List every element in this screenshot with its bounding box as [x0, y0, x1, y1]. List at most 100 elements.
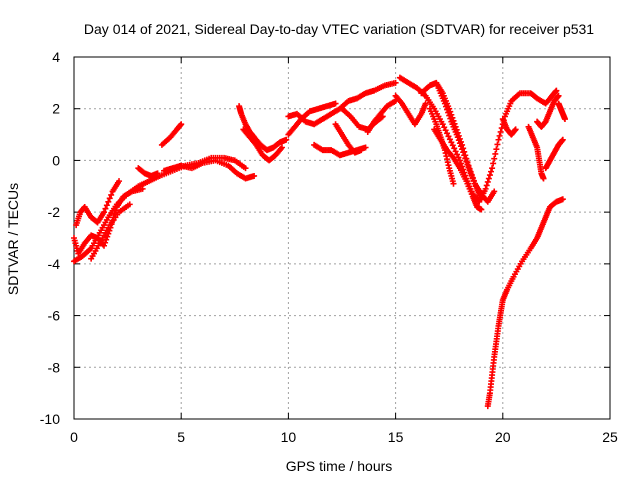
x-tick-label: 15	[388, 429, 404, 445]
x-tick-label: 20	[495, 429, 511, 445]
data-point	[278, 144, 285, 151]
data-point	[104, 233, 111, 240]
chart-title: Day 014 of 2021, Sidereal Day-to-day VTE…	[84, 21, 594, 37]
data-point	[482, 185, 489, 192]
data-point	[101, 242, 108, 249]
data-point	[446, 136, 453, 143]
data-point	[512, 126, 519, 133]
data-point	[242, 165, 249, 172]
data-point	[490, 160, 497, 167]
data-points	[71, 74, 568, 410]
data-point	[106, 195, 113, 202]
data-point	[540, 175, 547, 182]
data-point	[459, 146, 466, 153]
data-point	[103, 236, 110, 243]
y-tick-label: 2	[52, 101, 60, 117]
data-point	[332, 100, 339, 107]
data-point	[105, 198, 112, 205]
data-point	[105, 230, 112, 237]
data-point	[561, 116, 568, 123]
data-point	[358, 147, 365, 154]
data-point	[462, 155, 469, 162]
data-point	[478, 206, 485, 213]
data-point	[448, 139, 455, 146]
data-point	[483, 182, 490, 189]
data-point	[492, 150, 499, 157]
data-point	[461, 152, 468, 159]
data-point	[451, 145, 458, 152]
data-point	[103, 202, 110, 209]
data-point	[449, 142, 456, 149]
data-point	[493, 146, 500, 153]
data-point	[362, 144, 369, 151]
data-point	[457, 143, 464, 150]
data-point	[422, 100, 429, 107]
data-point	[497, 128, 504, 135]
data-point	[460, 149, 467, 156]
y-tick-label: 4	[52, 49, 60, 65]
y-axis-label: SDTVAR / TECUs	[5, 183, 21, 295]
data-point	[464, 161, 471, 168]
data-point	[454, 134, 461, 141]
data-point	[444, 130, 451, 137]
data-point	[450, 180, 457, 187]
y-tick-label: -4	[48, 256, 61, 272]
data-point	[465, 164, 472, 171]
data-point	[442, 127, 449, 134]
data-point	[491, 155, 498, 162]
data-point	[441, 124, 448, 131]
data-point	[102, 239, 109, 246]
data-point	[559, 136, 566, 143]
data-point	[455, 137, 462, 144]
data-point	[178, 121, 185, 128]
data-point	[154, 170, 161, 177]
data-point	[441, 100, 448, 107]
data-point	[392, 79, 399, 86]
data-point	[495, 136, 502, 143]
data-point	[445, 109, 452, 116]
data-point	[445, 133, 452, 140]
data-point	[553, 87, 560, 94]
data-point	[455, 154, 462, 161]
x-tick-label: 25	[602, 429, 618, 445]
data-point	[444, 106, 451, 113]
data-point	[456, 157, 463, 164]
y-tick-label: -2	[48, 204, 61, 220]
data-point	[485, 175, 492, 182]
data-point	[491, 188, 498, 195]
data-point	[102, 205, 109, 212]
y-tick-label: 0	[52, 152, 60, 168]
data-point	[484, 178, 491, 185]
data-point	[454, 151, 461, 158]
data-point	[478, 196, 485, 203]
x-tick-label: 0	[70, 429, 78, 445]
data-point	[108, 191, 115, 198]
data-point	[559, 196, 566, 203]
x-tick-label: 10	[281, 429, 297, 445]
data-point	[101, 209, 108, 216]
data-point	[283, 136, 290, 143]
data-point	[442, 103, 449, 110]
axis-ticks: 0 5 10 15 20 25 -10 -8 -6 -4 -2 0 2 4	[40, 49, 618, 445]
data-point	[496, 132, 503, 139]
x-tick-label: 5	[177, 429, 185, 445]
data-point	[452, 148, 459, 155]
data-point	[463, 158, 470, 165]
data-point	[488, 168, 495, 175]
x-axis-label: GPS time / hours	[286, 458, 393, 474]
y-tick-label: -10	[40, 411, 60, 427]
data-point	[555, 92, 562, 99]
data-point	[486, 172, 493, 179]
data-point	[446, 112, 453, 119]
data-point	[439, 121, 446, 128]
data-point	[489, 165, 496, 172]
y-tick-label: -8	[48, 359, 61, 375]
data-point	[126, 201, 133, 208]
data-point	[456, 140, 463, 147]
data-point	[466, 167, 473, 174]
data-point	[251, 172, 258, 179]
y-tick-label: -6	[48, 308, 61, 324]
data-point	[116, 178, 123, 185]
data-point	[447, 115, 454, 122]
